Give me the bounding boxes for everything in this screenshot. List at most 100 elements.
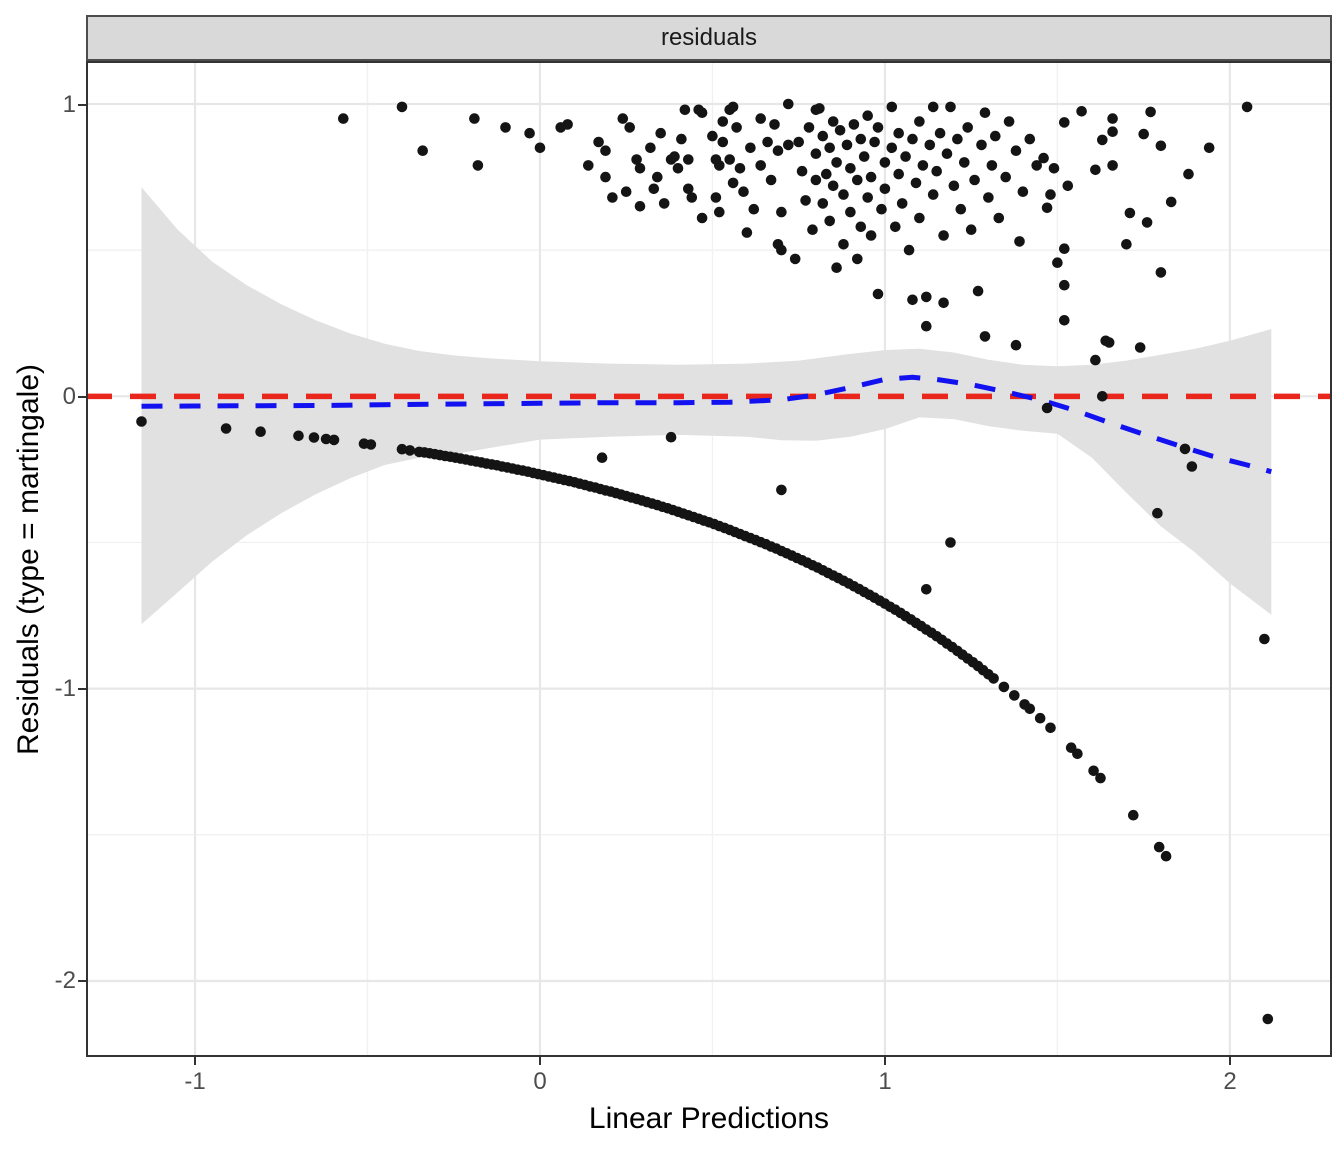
event-cloud-point <box>665 431 677 443</box>
event-cloud-point <box>1038 152 1049 164</box>
event-cloud-point <box>838 189 849 200</box>
event-cloud-point <box>1014 236 1025 247</box>
event-cloud-point <box>914 116 925 127</box>
censored-curve-point <box>328 434 340 446</box>
censored-curve-point <box>1034 712 1046 724</box>
event-cloud-point <box>917 160 929 171</box>
event-cloud-point <box>865 171 877 183</box>
event-cloud-point <box>945 537 956 548</box>
event-cloud-point <box>886 101 898 113</box>
event-cloud-point <box>755 113 766 124</box>
censored-curve-point <box>320 433 332 445</box>
x-tick-label: -1 <box>184 1068 206 1095</box>
event-cloud-point <box>907 133 918 145</box>
x-tick-label: 0 <box>533 1068 547 1095</box>
event-cloud-point <box>1259 633 1270 645</box>
event-cloud-point <box>717 136 729 148</box>
censored-curve-point <box>1095 772 1106 784</box>
event-cloud-point <box>865 230 877 241</box>
event-cloud-point <box>1155 140 1167 152</box>
censored-curve-point <box>998 681 1010 693</box>
event-cloud-point <box>1138 128 1149 140</box>
event-cloud-point <box>869 136 880 148</box>
event-cloud-point <box>959 157 970 168</box>
event-cloud-point <box>745 142 756 154</box>
y-tick-label: -1 <box>54 675 76 702</box>
event-cloud-point <box>748 203 760 215</box>
event-cloud-point <box>1024 133 1036 145</box>
event-cloud-point <box>583 160 594 171</box>
event-cloud-point <box>845 163 856 174</box>
y-tick-mark <box>78 980 86 982</box>
event-cloud-point <box>534 142 546 154</box>
event-cloud-point <box>717 116 729 127</box>
event-cloud-point <box>469 113 480 124</box>
event-cloud-point <box>669 151 680 162</box>
event-cloud-point <box>814 103 825 114</box>
event-cloud-point <box>827 180 839 192</box>
event-cloud-point <box>596 452 608 464</box>
event-cloud-point <box>686 192 698 203</box>
event-cloud-point <box>631 154 642 165</box>
event-cloud-point <box>683 183 694 195</box>
x-tick-mark <box>539 1057 541 1065</box>
event-cloud-point <box>676 133 687 145</box>
event-cloud-point <box>417 145 429 156</box>
event-cloud-point <box>593 136 604 148</box>
censored-curve-point <box>1262 1013 1274 1025</box>
event-cloud-point <box>600 145 611 156</box>
event-cloud-point <box>993 212 1005 224</box>
event-cloud-point <box>855 221 867 233</box>
event-cloud-point <box>900 151 911 162</box>
event-cloud-point <box>1203 142 1215 154</box>
censored-curve-point <box>293 430 304 442</box>
event-cloud-point <box>500 122 511 133</box>
censored-curve-point <box>988 673 999 684</box>
event-cloud-point <box>921 584 932 595</box>
event-cloud-point <box>783 98 794 110</box>
event-cloud-point <box>862 192 873 203</box>
event-cloud-point <box>941 148 953 159</box>
event-cloud-point <box>1103 337 1115 348</box>
event-cloud-point <box>679 104 691 116</box>
event-cloud-point <box>938 230 949 241</box>
event-cloud-point <box>772 145 784 156</box>
censored-curve-point <box>136 416 147 427</box>
event-cloud-point <box>1010 145 1022 156</box>
event-cloud-point <box>524 127 535 139</box>
event-cloud-point <box>1048 163 1060 174</box>
event-cloud-point <box>472 160 484 171</box>
censored-curve-point <box>1160 850 1172 862</box>
y-tick-label: -2 <box>54 967 76 994</box>
censored-curve-point <box>1153 841 1165 853</box>
event-cloud-point <box>796 165 808 177</box>
event-cloud-point <box>1090 164 1101 176</box>
y-tick-label: 0 <box>62 383 76 410</box>
event-cloud-point <box>620 186 632 197</box>
event-cloud-point <box>710 192 722 203</box>
event-cloud-point <box>776 206 787 218</box>
event-cloud-point <box>972 285 984 297</box>
event-cloud-point <box>879 183 891 195</box>
event-cloud-point <box>1010 339 1022 351</box>
event-cloud-point <box>1186 461 1198 472</box>
event-cloud-point <box>714 206 725 218</box>
event-cloud-point <box>893 127 904 139</box>
event-cloud-point <box>769 119 780 130</box>
event-cloud-point <box>831 262 842 273</box>
event-cloud-point <box>707 130 718 142</box>
plot-svg <box>86 61 1332 1057</box>
event-cloud-point <box>879 157 891 168</box>
event-cloud-point <box>931 165 942 177</box>
censored-curve-point <box>220 423 232 434</box>
event-cloud-point <box>655 127 666 139</box>
x-tick-mark <box>1229 1057 1231 1065</box>
event-cloud-point <box>986 160 998 171</box>
y-tick-label: 1 <box>62 91 76 118</box>
event-cloud-point <box>886 142 898 154</box>
event-cloud-point <box>1041 202 1053 214</box>
event-cloud-point <box>624 122 635 133</box>
event-cloud-point <box>396 101 408 113</box>
event-cloud-point <box>755 160 766 171</box>
